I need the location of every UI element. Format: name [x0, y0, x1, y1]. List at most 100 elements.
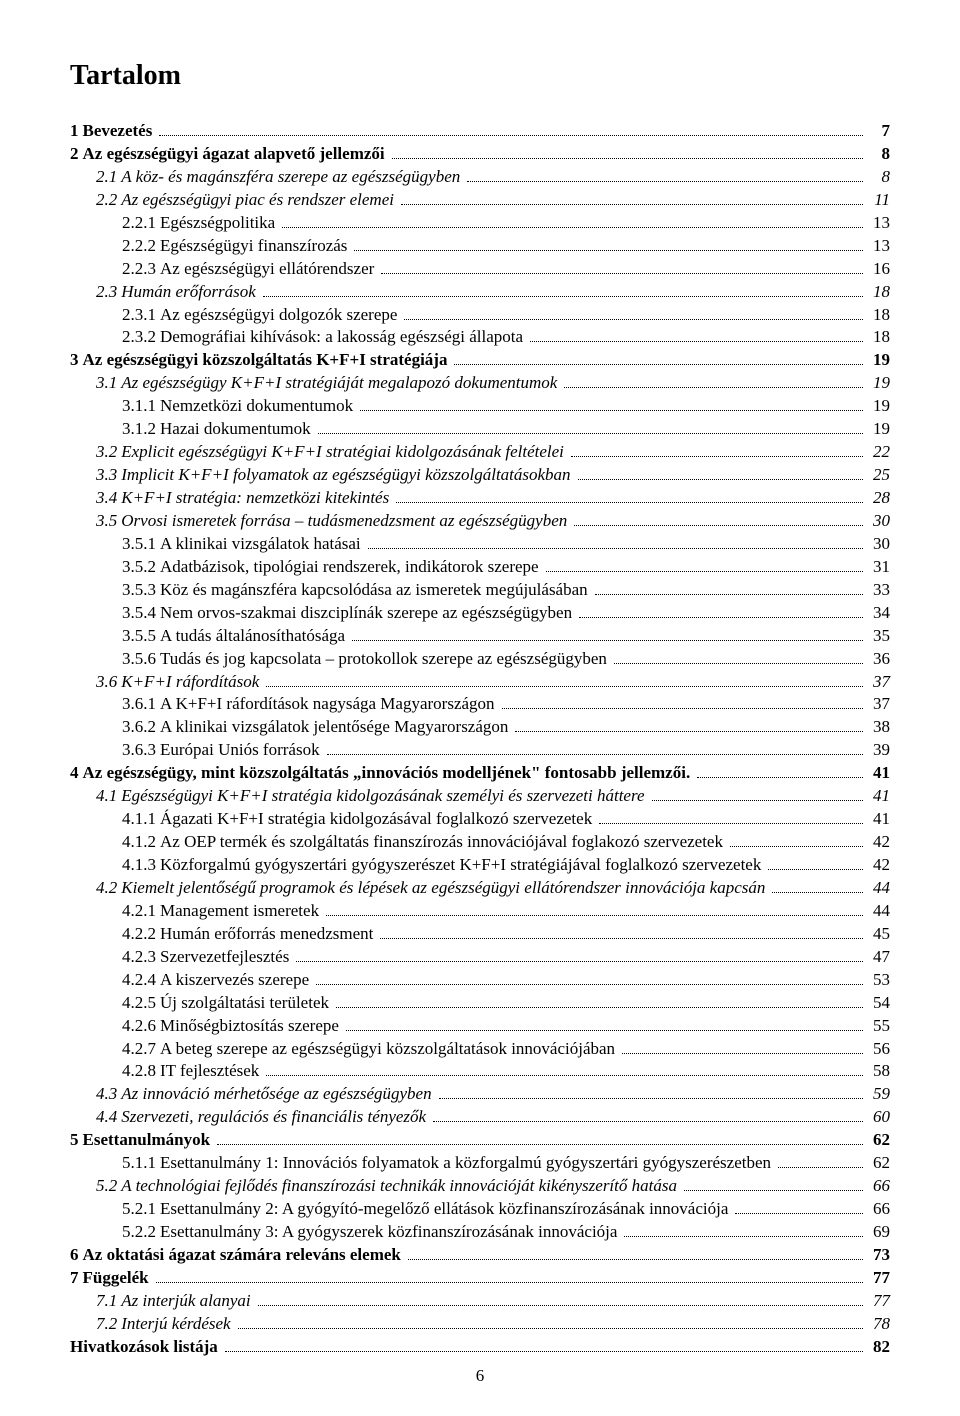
toc-entry-page: 22	[866, 441, 890, 464]
toc-entry: 4.2.1Management ismeretek44	[70, 900, 890, 923]
toc-entry-number: 3.1.1	[122, 395, 160, 418]
toc-entry-page: 18	[866, 281, 890, 304]
toc-dot-leader	[515, 731, 863, 732]
toc-entry-text: Egészségpolitika	[160, 212, 279, 235]
toc-dot-leader	[368, 548, 863, 549]
toc-entry-number: 2.3.1	[122, 304, 160, 327]
toc-entry-text: Humán erőforrás menedzsment	[160, 923, 377, 946]
toc-entry-page: 69	[866, 1221, 890, 1244]
toc-entry-number: 5	[70, 1129, 83, 1152]
toc-entry-number: 3.6	[96, 671, 121, 694]
toc-entry: 3.6.2A klinikai vizsgálatok jelentősége …	[70, 716, 890, 739]
toc-entry-number: 3.6.1	[122, 693, 160, 716]
toc-entry-number: 2.2.1	[122, 212, 160, 235]
toc-entry-page: 77	[866, 1267, 890, 1290]
toc-entry: 4.2Kiemelt jelentőségű programok és lépé…	[70, 877, 890, 900]
toc-dot-leader	[778, 1167, 863, 1168]
toc-dot-leader	[296, 961, 863, 962]
toc-entry-text: Egészségügyi finanszírozás	[160, 235, 351, 258]
toc-dot-leader	[652, 800, 864, 801]
toc-entry: 2.3.1Az egészségügyi dolgozók szerepe18	[70, 304, 890, 327]
toc-dot-leader	[352, 640, 863, 641]
toc-entry: 5.2.1Esettanulmány 2: A gyógyító-megelőz…	[70, 1198, 890, 1221]
toc-dot-leader	[624, 1236, 863, 1237]
toc-entry: 3.6.3Európai Uniós források39	[70, 739, 890, 762]
toc-entry-page: 66	[866, 1175, 890, 1198]
toc-entry-page: 19	[866, 418, 890, 441]
toc-entry-text: Az egészségügy K+F+I stratégiáját megala…	[121, 372, 561, 395]
toc-entry: 4.1.2Az OEP termék és szolgáltatás finan…	[70, 831, 890, 854]
toc-entry-text: K+F+I stratégia: nemzetközi kitekintés	[121, 487, 393, 510]
toc-entry-number: 4.2.1	[122, 900, 160, 923]
toc-entry-page: 38	[866, 716, 890, 739]
toc-entry-text: Az egészségügyi közszolgáltatás K+F+I st…	[83, 349, 452, 372]
toc-entry: 2.2.1Egészségpolitika13	[70, 212, 890, 235]
toc-entry-page: 25	[866, 464, 890, 487]
toc-entry-text: Függelék	[83, 1267, 153, 1290]
toc-dot-leader	[735, 1213, 863, 1214]
toc-entry-number: 3.5.2	[122, 556, 160, 579]
toc-entry: 1Bevezetés7	[70, 120, 890, 143]
toc-dot-leader	[578, 479, 863, 480]
toc-entry: 3.5.2Adatbázisok, tipológiai rendszerek,…	[70, 556, 890, 579]
toc-entry-text: Egészségügyi K+F+I stratégia kidolgozásá…	[121, 785, 648, 808]
toc-entry-text: Köz és magánszféra kapcsolódása az ismer…	[160, 579, 592, 602]
toc-entry-number: 3.3	[96, 464, 121, 487]
toc-entry: 3.4K+F+I stratégia: nemzetközi kitekinté…	[70, 487, 890, 510]
toc-dot-leader	[401, 204, 863, 205]
toc-entry-number: 4.3	[96, 1083, 121, 1106]
toc-entry-page: 35	[866, 625, 890, 648]
toc-entry-text: Esettanulmányok	[83, 1129, 215, 1152]
toc-entry-number: 4.2.7	[122, 1038, 160, 1061]
toc-entry-page: 60	[866, 1106, 890, 1129]
toc-entry-text: A klinikai vizsgálatok jelentősége Magya…	[160, 716, 512, 739]
toc-entry-page: 59	[866, 1083, 890, 1106]
toc-entry: 4.2.8IT fejlesztések58	[70, 1060, 890, 1083]
toc-dot-leader	[266, 686, 863, 687]
toc-entry-page: 56	[866, 1038, 890, 1061]
toc-entry-page: 19	[866, 349, 890, 372]
toc-entry-text: Az egészségügyi ágazat alapvető jellemző…	[83, 143, 389, 166]
toc-entry-page: 18	[866, 304, 890, 327]
toc-entry-page: 73	[866, 1244, 890, 1267]
toc-entry-text: Esettanulmány 3: A gyógyszerek közfinans…	[160, 1221, 621, 1244]
toc-dot-leader	[467, 181, 863, 182]
toc-dot-leader	[346, 1030, 863, 1031]
toc-entry: 3.2Explicit egészségügyi K+F+I stratégia…	[70, 441, 890, 464]
toc-entry-number: 7.1	[96, 1290, 121, 1313]
toc-dot-leader	[266, 1075, 863, 1076]
toc-entry: 4.1.3Közforgalmú gyógyszertári gyógyszer…	[70, 854, 890, 877]
toc-entry-number: 4.2.5	[122, 992, 160, 1015]
toc-entry-page: 78	[866, 1313, 890, 1336]
toc-entry-page: 8	[866, 143, 890, 166]
toc-entry-text: Nem orvos-szakmai diszciplínák szerepe a…	[160, 602, 576, 625]
toc-entry-number: 4.1.2	[122, 831, 160, 854]
toc-entry-text: A K+F+I ráfordítások nagysága Magyarorsz…	[160, 693, 499, 716]
toc-entry: Hivatkozások listája82	[70, 1336, 890, 1359]
toc-entry: 6Az oktatási ágazat számára releváns ele…	[70, 1244, 890, 1267]
toc-entry: 4.2.3Szervezetfejlesztés47	[70, 946, 890, 969]
toc-entry-number: 7	[70, 1267, 83, 1290]
toc-entry: 4.4Szervezeti, regulációs és financiális…	[70, 1106, 890, 1129]
toc-entry: 2.3.2Demográfiai kihívások: a lakosság e…	[70, 326, 890, 349]
toc-entry: 2.2.2Egészségügyi finanszírozás13	[70, 235, 890, 258]
toc-entry-text: Interjú kérdések	[121, 1313, 234, 1336]
toc-entry-page: 62	[866, 1129, 890, 1152]
toc-entry-text: Hazai dokumentumok	[160, 418, 315, 441]
toc-entry-number: 3.6.2	[122, 716, 160, 739]
toc-entry-text: K+F+I ráfordítások	[121, 671, 263, 694]
toc-entry-number: 3.4	[96, 487, 121, 510]
toc-dot-leader	[564, 387, 863, 388]
toc-entry-text: Demográfiai kihívások: a lakosság egészs…	[160, 326, 527, 349]
toc-entry-page: 31	[866, 556, 890, 579]
toc-entry-number: 3.5	[96, 510, 121, 533]
toc-entry: 4.3Az innováció mérhetősége az egészségü…	[70, 1083, 890, 1106]
toc-entry-text: Új szolgáltatási területek	[160, 992, 333, 1015]
toc-entry-page: 53	[866, 969, 890, 992]
toc-entry-text: A klinikai vizsgálatok hatásai	[160, 533, 365, 556]
toc-entry-page: 54	[866, 992, 890, 1015]
toc-dot-leader	[614, 663, 863, 664]
toc-entry-text: Az egészségügy, mint közszolgáltatás „in…	[83, 762, 695, 785]
toc-dot-leader	[336, 1007, 863, 1008]
toc-dot-leader	[282, 227, 863, 228]
